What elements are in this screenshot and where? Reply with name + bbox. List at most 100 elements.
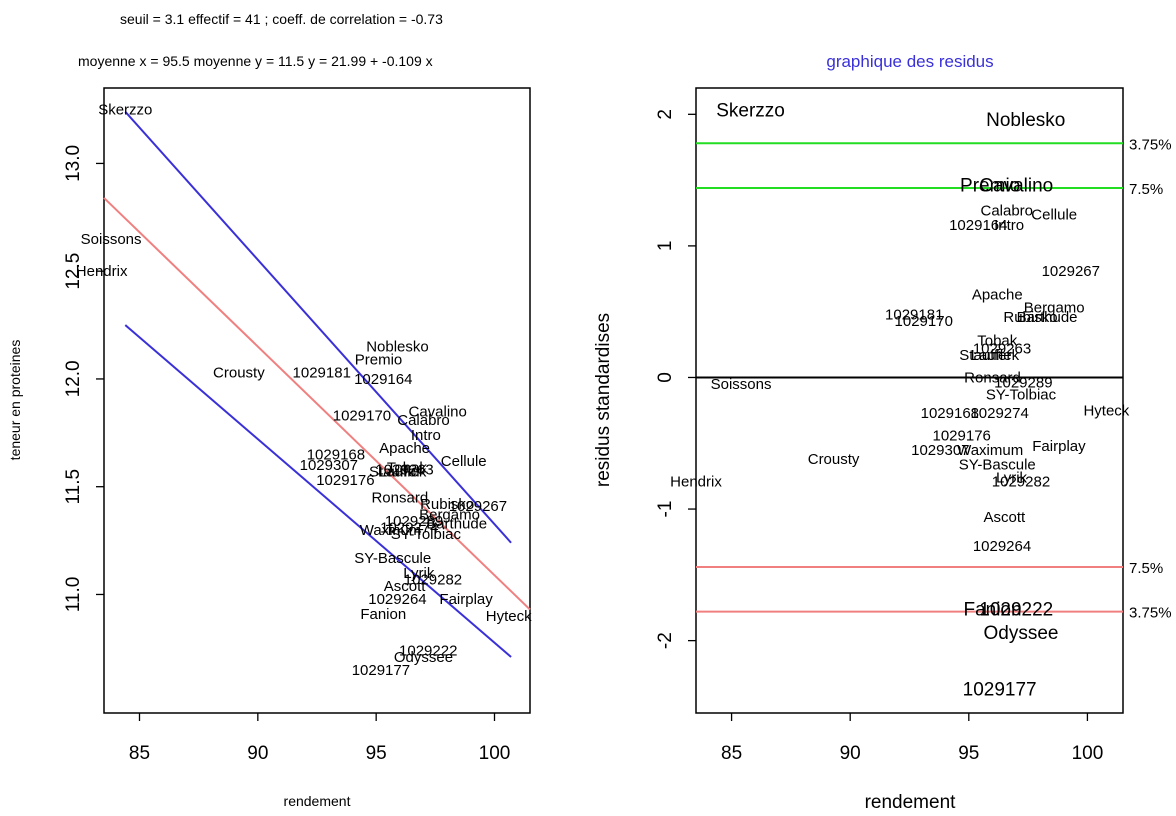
confidence-band-line	[124, 324, 512, 658]
regression-y-axis-title: teneur en proteines	[7, 340, 23, 461]
residuals-point-label: Bergamo	[1024, 300, 1085, 317]
regression-point-label: 1029274	[380, 520, 438, 537]
regression-point-label: 1029170	[333, 408, 391, 425]
residuals-point-label: 1029181	[885, 306, 943, 323]
regression-point-label: Rubisko	[420, 496, 474, 513]
regression-point-label: Apache	[379, 440, 430, 457]
residuals-point-label: Tobak	[977, 333, 1018, 350]
regression-x-tick-label: 85	[129, 743, 150, 764]
regression-point-label: Fairplay	[439, 591, 493, 608]
regression-point-label: Fanion	[360, 606, 406, 623]
threshold-label: 3.75%	[1129, 136, 1172, 153]
regression-point-label: Waxi	[360, 522, 393, 539]
regression-point-label: Odyssee	[394, 649, 453, 666]
regression-y-tick-label: 12.5	[63, 253, 84, 290]
regression-point-label: mum	[388, 522, 421, 539]
regression-point-label: 1029222	[399, 643, 457, 660]
residuals-point-label: Rubisko	[1003, 309, 1057, 326]
regression-point-label: Cellule	[441, 453, 487, 470]
regression-point-label: 1029289	[385, 513, 443, 530]
regression-point-label: 1029264	[368, 591, 426, 608]
regression-x-axis-title: rendement	[284, 793, 351, 809]
regression-point-label: Barthude	[426, 515, 487, 532]
residuals-point-label: Waximum	[957, 442, 1023, 459]
residuals-y-tick-label: -1	[655, 501, 676, 518]
residuals-point-label: Odyssee	[984, 623, 1059, 644]
regression-y-tick-label: 12.0	[63, 360, 84, 397]
regression-point-label: Bergamo	[419, 507, 480, 524]
regression-point-label: Soissons	[81, 231, 142, 248]
regression-point-label: Crousty	[213, 364, 265, 381]
residuals-point-label: SY-Bascule	[959, 456, 1036, 473]
regression-y-tick-label: 11.5	[63, 469, 84, 505]
regression-point-label: 1029282	[404, 571, 462, 588]
residuals-point-label: Cellule	[1031, 206, 1077, 223]
residuals-point-label: 1029168	[921, 405, 979, 422]
regression-plot: 85 90 95 100 11.0 11.5 12.0 12.5 13.0 Skerzzo Soi…	[7, 87, 532, 809]
residuals-point-label: Fanion	[963, 599, 1021, 620]
residuals-point-label: 1029307	[911, 442, 969, 459]
residuals-point-label: Soissons	[711, 376, 772, 393]
residuals-point-label: 1029274	[970, 405, 1028, 422]
residuals-plot-frame	[695, 87, 1124, 714]
residuals-point-label: Noblesko	[986, 110, 1065, 131]
residuals-point-label: Stauffer	[959, 347, 1011, 364]
residuals-point-label: Fairplay	[1032, 438, 1086, 455]
residuals-x-tick-label: 90	[840, 743, 861, 764]
residuals-point-label: Cavalino	[979, 176, 1053, 197]
regression-line	[103, 197, 531, 611]
residuals-point-label: Barthude	[1017, 309, 1078, 326]
regression-y-tick-label: 13.0	[63, 145, 84, 182]
regression-point-label: Lyrik	[403, 565, 435, 582]
residuals-x-tick-label: 95	[958, 743, 979, 764]
residuals-point-label: 1029263	[973, 341, 1031, 358]
regression-point-label: Hendrix	[76, 263, 128, 280]
residuals-y-axis-title: residus standardises	[593, 313, 614, 487]
residuals-point-label: 1029170	[895, 313, 953, 330]
residuals-point-label: SY-Tolbiac	[986, 387, 1057, 404]
regression-x-tick-label: 95	[366, 743, 387, 764]
threshold-label: 3.75%	[1129, 605, 1172, 622]
stats-header-line1: seuil = 3.1 effectif = 41 ; coeff. de co…	[120, 11, 443, 27]
residuals-x-tick-label: 85	[721, 743, 742, 764]
residuals-point-label: Lauflek	[971, 347, 1020, 364]
regression-point-label: Skerzzo	[98, 102, 152, 119]
regression-point-label: 1029263	[375, 461, 433, 478]
residuals-point-label: 1029282	[992, 473, 1050, 490]
regression-x-tick-label: 100	[479, 743, 511, 764]
residuals-y-tick-label: 1	[655, 241, 676, 252]
regression-point-label: 1029177	[352, 662, 410, 679]
regression-point-label: Tobak	[387, 459, 428, 476]
residuals-point-label: Calabro	[980, 202, 1033, 219]
threshold-label: 7.5%	[1129, 181, 1163, 198]
regression-point-label: SY-Bascule	[354, 550, 431, 567]
residuals-point-label: Ronsard	[964, 369, 1021, 386]
regression-point-label: Premio	[355, 352, 403, 369]
regression-point-label: 1029164	[354, 371, 412, 388]
regression-point-label: Hyteck	[486, 608, 532, 625]
regression-point-label: Cavalino	[409, 403, 467, 420]
residuals-point-label: Intro	[994, 217, 1024, 234]
residuals-point-label: Apache	[972, 287, 1023, 304]
regression-point-label: Ronsard	[371, 489, 428, 506]
regression-point-label: Intro	[411, 427, 441, 444]
residuals-plot: graphique des residus 85 90 95 100 -2 -1 0 1 2 3…	[593, 52, 1172, 813]
residuals-x-axis-title: rendement	[865, 792, 957, 813]
residuals-y-tick-label: 2	[655, 109, 676, 120]
regression-point-label: Ascott	[384, 578, 427, 595]
residuals-point-label: Premio	[960, 176, 1020, 197]
residuals-point-label: Hendrix	[670, 473, 722, 490]
residuals-point-label: Crousty	[808, 451, 860, 468]
residuals-point-label: Skerzzo	[716, 101, 785, 122]
threshold-label: 7.5%	[1129, 560, 1163, 577]
residuals-point-label: 1029264	[973, 538, 1031, 555]
regression-point-label: 1029181	[293, 364, 351, 381]
regression-point-label: SY-Tolbiac	[391, 526, 462, 543]
regression-point-label: 1029168	[307, 446, 365, 463]
regression-point-label: Calabro	[397, 412, 450, 429]
regression-point-label: Lauflek	[378, 464, 427, 481]
residuals-point-label: Ascott	[984, 509, 1027, 526]
regression-y-tick-label: 11.0	[63, 577, 84, 613]
residuals-y-tick-label: -2	[655, 632, 676, 649]
